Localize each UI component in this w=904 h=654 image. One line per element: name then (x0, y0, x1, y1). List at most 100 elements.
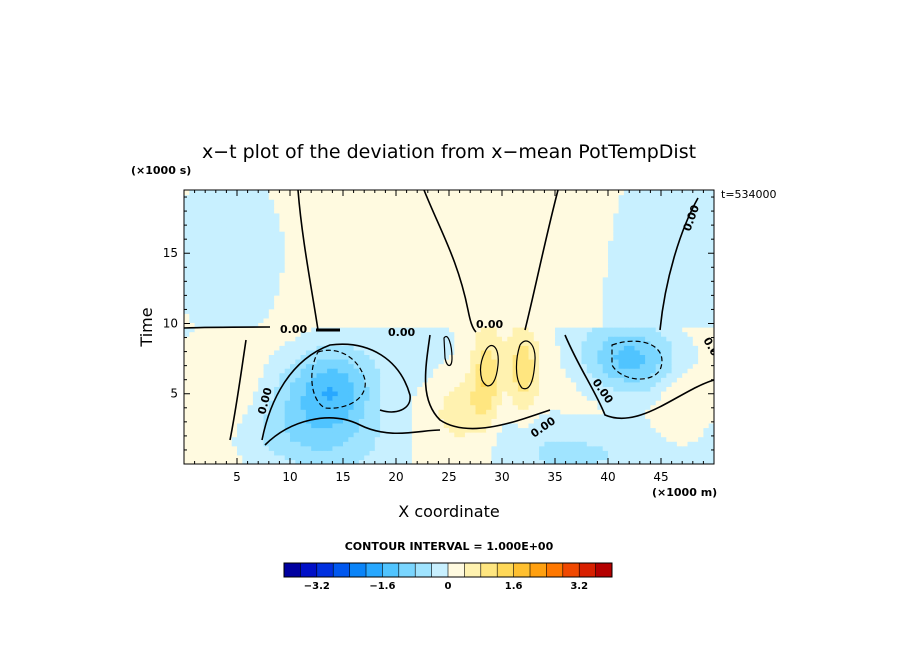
field-cell (650, 272, 657, 278)
field-cell (666, 432, 673, 438)
field-cell (692, 327, 699, 333)
field-cell (300, 413, 307, 419)
field-cell (305, 253, 312, 260)
field-cell (449, 290, 455, 296)
field-cell (242, 253, 249, 260)
field-cell (385, 377, 392, 383)
field-cell (639, 317, 646, 324)
field-cell (491, 436, 498, 442)
field-cell (666, 285, 673, 292)
field-cell (237, 313, 243, 319)
field-cell (348, 281, 355, 287)
field-cell (676, 368, 683, 374)
field-cell (586, 285, 593, 292)
field-cell (300, 308, 307, 314)
field-cell (226, 308, 233, 314)
field-cell (295, 432, 302, 438)
field-cell (380, 285, 386, 292)
field-cell (221, 249, 227, 255)
field-cell (258, 313, 265, 319)
field-cell (570, 354, 577, 360)
field-cell (613, 308, 620, 314)
field-cell (597, 413, 604, 419)
field-cell (443, 404, 450, 410)
field-cell (645, 413, 651, 419)
field-cell (533, 345, 540, 351)
field-cell (396, 372, 402, 378)
field-cell (629, 354, 636, 360)
field-cell (459, 377, 466, 383)
field-cell (327, 354, 333, 360)
field-cell (369, 336, 376, 342)
field-cell (597, 381, 604, 387)
field-cell (480, 258, 487, 264)
field-cell (279, 285, 286, 292)
field-cell (221, 386, 227, 392)
field-cell (327, 336, 333, 342)
field-cell (576, 409, 583, 415)
field-cell (623, 372, 630, 378)
field-cell (581, 418, 588, 424)
field-cell (184, 459, 190, 464)
field-cell (210, 413, 217, 419)
field-cell (602, 313, 609, 319)
field-cell (406, 276, 413, 282)
field-cell (237, 327, 243, 333)
field-cell (528, 368, 535, 374)
field-cell (634, 349, 641, 355)
field-cell (358, 327, 365, 333)
field-cell (305, 363, 312, 369)
field-cell (586, 422, 593, 429)
field-cell (343, 304, 349, 310)
field-cell (708, 299, 714, 305)
field-cell (364, 276, 371, 282)
field-cell (708, 404, 714, 410)
field-cell (184, 340, 190, 346)
field-cell (507, 459, 514, 464)
field-cell (645, 345, 651, 351)
field-cell (459, 390, 466, 397)
field-cell (698, 404, 704, 410)
field-cell (385, 427, 392, 433)
field-cell (268, 427, 275, 433)
field-cell (459, 358, 466, 365)
field-cell (353, 317, 360, 324)
field-cell (422, 427, 429, 433)
field-cell (454, 386, 461, 392)
field-cell (502, 272, 508, 278)
field-cell (517, 404, 524, 410)
field-cell (645, 445, 651, 451)
field-cell (258, 436, 265, 442)
field-cell (512, 459, 519, 464)
field-cell (316, 304, 323, 310)
field-cell (486, 363, 492, 369)
field-cell (618, 418, 625, 424)
field-cell (374, 322, 381, 328)
field-cell (221, 441, 227, 447)
field-cell (539, 331, 545, 337)
field-cell (364, 317, 371, 324)
field-cell (411, 422, 418, 429)
field-cell (364, 354, 371, 360)
field-cell (374, 427, 381, 433)
field-cell (327, 340, 333, 346)
field-cell (279, 258, 286, 264)
field-cell (459, 313, 466, 319)
field-cell (565, 276, 572, 282)
field-cell (650, 276, 657, 282)
field-cell (422, 404, 429, 410)
field-cell (411, 281, 418, 287)
field-cell (629, 454, 636, 461)
field-cell (533, 372, 540, 378)
field-cell (666, 253, 673, 260)
field-cell (623, 281, 630, 287)
field-cell (199, 436, 206, 442)
field-cell (650, 240, 657, 246)
field-cell (454, 372, 461, 378)
field-cell (194, 276, 201, 282)
field-cell (449, 295, 455, 301)
field-cell (353, 290, 360, 296)
field-cell (311, 441, 318, 447)
field-cell (284, 345, 291, 351)
field-cell (215, 304, 222, 310)
